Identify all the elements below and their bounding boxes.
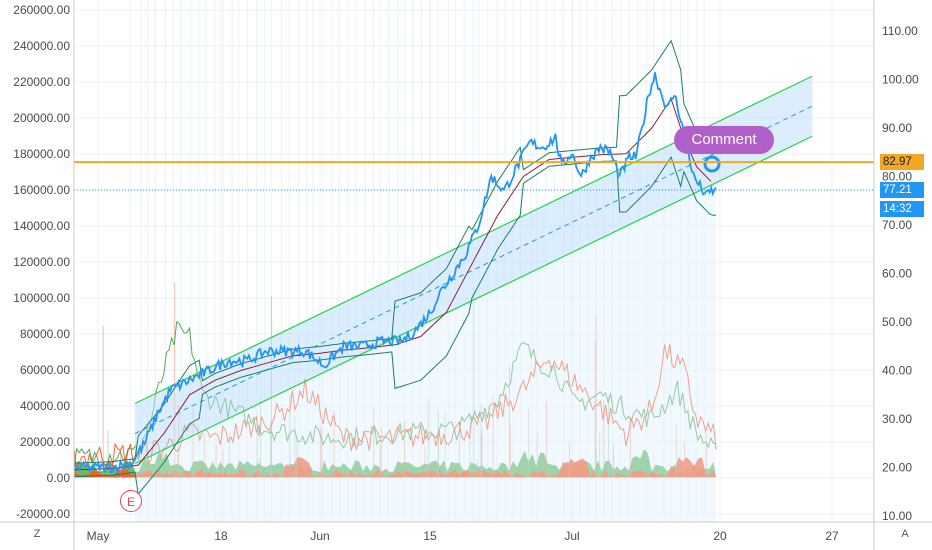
right-tick-label: 50.00 — [882, 315, 912, 329]
auto-scale-button[interactable]: A — [901, 528, 909, 540]
right-tick-label: 100.00 — [882, 73, 919, 87]
left-tick-label: 80000.00 — [20, 327, 70, 341]
right-axis-ticks: 110.00 100.00 90.00 80.00 70.00 60.00 50.00 40.… — [882, 24, 919, 523]
regression-channel — [134, 75, 813, 523]
basis-line — [73, 97, 712, 471]
right-tick-label: 110.00 — [882, 24, 918, 38]
price-line — [73, 72, 717, 475]
left-tick-label: -20000.00 — [16, 507, 70, 521]
earnings-marker[interactable]: E — [120, 490, 142, 512]
right-tick-label: 60.00 — [882, 267, 912, 281]
channel-fill — [134, 76, 813, 464]
band-upper-line — [73, 39, 716, 464]
left-tick-label: 0.00 — [47, 471, 71, 485]
x-tick-label: 20 — [713, 529, 727, 543]
right-tick-label: 20.00 — [882, 461, 912, 475]
x-tick-label: May — [87, 529, 110, 543]
left-tick-label: 180000.00 — [13, 147, 70, 161]
x-tick-label: 18 — [214, 529, 228, 543]
left-tick-label: 20000.00 — [20, 435, 70, 449]
price-series — [73, 72, 721, 475]
left-tick-label: 160000.00 — [13, 183, 70, 197]
left-tick-label: 100000.00 — [13, 291, 70, 305]
right-tick-label: 80.00 — [882, 170, 912, 184]
level-price-label: 82.97 — [880, 154, 924, 171]
left-tick-label: 260000.00 — [13, 3, 70, 17]
channel-shadow — [134, 182, 717, 523]
channel-lower-line — [134, 135, 813, 465]
right-tick-label: 90.00 — [882, 121, 912, 135]
oscillator-orange-line — [73, 344, 717, 471]
left-tick-label: 60000.00 — [20, 363, 70, 377]
x-tick-label: Jul — [564, 529, 579, 543]
volume-orange — [74, 456, 716, 478]
right-tick-label: 70.00 — [882, 218, 912, 232]
left-tick-label: 200000.00 — [13, 111, 70, 125]
left-tick-label: 120000.00 — [13, 255, 70, 269]
last-price-label: 77.21 — [880, 182, 924, 199]
x-tick-label: 27 — [825, 529, 839, 543]
left-axis-ticks: 260000.00 240000.00 220000.00 200000.00 1800… — [13, 3, 70, 521]
bar-countdown-label: 14:32 — [880, 201, 924, 218]
comment-annotation[interactable]: Comment — [674, 126, 774, 154]
x-tick-label: Jun — [310, 529, 329, 543]
volume-green — [74, 449, 716, 478]
right-tick-label: 10.00 — [882, 509, 912, 523]
zoom-reset-button[interactable]: Z — [33, 528, 41, 540]
volume-histogram — [74, 282, 716, 478]
left-tick-label: 40000.00 — [20, 399, 70, 413]
right-tick-label: 40.00 — [882, 364, 912, 378]
comment-pin-icon — [703, 155, 721, 173]
oscillator-green-line — [73, 321, 717, 469]
left-tick-label: 240000.00 — [13, 39, 70, 53]
left-tick-label: 140000.00 — [13, 219, 70, 233]
right-tick-label: 30.00 — [882, 412, 912, 426]
left-tick-label: 220000.00 — [13, 75, 70, 89]
x-tick-label: 15 — [423, 529, 437, 543]
oscillator-lines — [73, 321, 717, 471]
horizontal-levels — [74, 161, 874, 191]
x-axis-ticks: May 18 Jun 15 Jul 20 27 — [87, 529, 839, 543]
